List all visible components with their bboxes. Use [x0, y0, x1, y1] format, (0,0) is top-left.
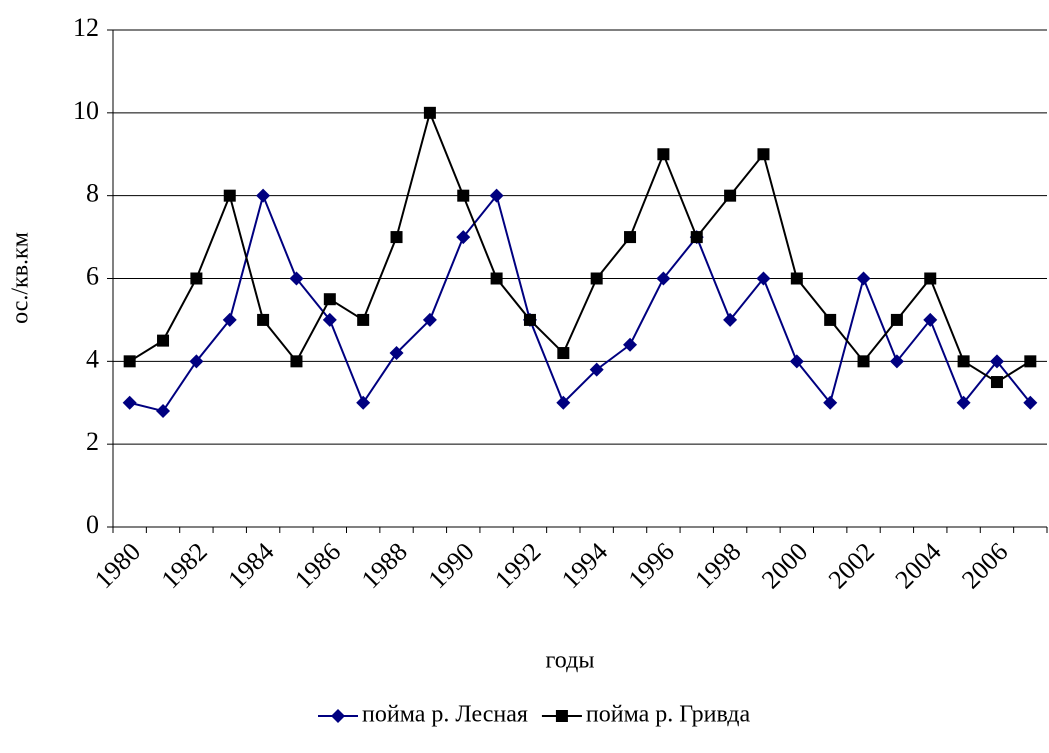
- x-tick-label: 1988: [356, 537, 413, 594]
- marker: [789, 354, 804, 369]
- legend-label: пойма р. Лесная: [362, 702, 528, 728]
- marker: [557, 347, 570, 360]
- y-tick-label: 10: [73, 96, 99, 125]
- x-tick-label: 1990: [422, 537, 479, 594]
- marker: [856, 271, 871, 286]
- x-tick-label: 2006: [956, 537, 1013, 594]
- marker: [222, 312, 237, 327]
- x-tick-label: 2004: [889, 537, 946, 594]
- y-tick-label: 0: [86, 510, 99, 539]
- marker: [156, 404, 171, 419]
- marker: [523, 313, 536, 326]
- marker: [489, 188, 504, 203]
- marker: [790, 272, 803, 285]
- marker: [1024, 355, 1037, 368]
- marker: [924, 272, 937, 285]
- marker: [657, 148, 670, 161]
- x-axis-label: годы: [546, 648, 595, 674]
- marker: [323, 293, 336, 306]
- marker: [189, 354, 204, 369]
- legend-item: пойма р. Лесная: [318, 702, 528, 728]
- y-tick-label: 8: [86, 179, 99, 208]
- marker: [123, 355, 136, 368]
- marker: [624, 231, 637, 244]
- y-tick-label: 6: [86, 261, 99, 290]
- marker: [690, 231, 703, 244]
- legend-label: пойма р. Гривда: [586, 702, 751, 728]
- marker: [390, 231, 403, 244]
- x-tick-label: 1986: [289, 537, 346, 594]
- marker: [723, 312, 738, 327]
- marker: [555, 710, 568, 722]
- y-axis-label: ос./кв.км: [8, 232, 34, 324]
- marker: [990, 376, 1003, 389]
- marker: [457, 189, 470, 202]
- x-tick-label: 1980: [89, 537, 146, 594]
- marker: [456, 230, 471, 245]
- marker: [322, 312, 337, 327]
- marker: [190, 272, 203, 285]
- marker: [257, 313, 270, 326]
- series-line: [129, 192, 1032, 413]
- y-tick-label: 12: [73, 13, 99, 42]
- marker: [490, 272, 503, 285]
- legend-item: пойма р. Гривда: [541, 702, 751, 728]
- marker: [589, 362, 604, 377]
- marker: [957, 355, 970, 368]
- marker: [590, 272, 603, 285]
- x-tick-label: 1994: [556, 537, 613, 594]
- marker: [889, 354, 904, 369]
- marker: [724, 189, 737, 202]
- marker: [556, 395, 571, 410]
- marker: [1023, 395, 1038, 410]
- marker: [223, 189, 236, 202]
- marker: [122, 395, 137, 410]
- x-tick-label: 1992: [489, 537, 546, 594]
- marker: [623, 337, 638, 352]
- marker: [289, 271, 304, 286]
- y-tick-label: 2: [86, 427, 99, 456]
- y-tick-label: 4: [86, 344, 99, 373]
- marker: [357, 313, 370, 326]
- marker: [157, 334, 170, 347]
- marker: [857, 355, 870, 368]
- series-line: [129, 109, 1031, 384]
- marker: [824, 313, 837, 326]
- x-tick-label: 1998: [689, 537, 746, 594]
- marker: [757, 148, 770, 161]
- marker: [656, 271, 671, 286]
- marker: [989, 354, 1004, 369]
- x-tick-label: 1984: [222, 537, 279, 594]
- marker: [956, 395, 971, 410]
- marker: [756, 271, 771, 286]
- marker: [356, 395, 371, 410]
- marker: [422, 312, 437, 327]
- marker: [823, 395, 838, 410]
- x-tick-label: 1996: [623, 537, 680, 594]
- marker: [256, 188, 271, 203]
- x-tick-label: 1982: [156, 537, 213, 594]
- marker: [923, 312, 938, 327]
- marker: [890, 313, 903, 326]
- marker: [331, 709, 345, 723]
- marker: [423, 106, 436, 119]
- x-tick-label: 2002: [823, 537, 880, 594]
- marker: [389, 346, 404, 361]
- marker: [290, 355, 303, 368]
- x-tick-label: 2000: [756, 537, 813, 594]
